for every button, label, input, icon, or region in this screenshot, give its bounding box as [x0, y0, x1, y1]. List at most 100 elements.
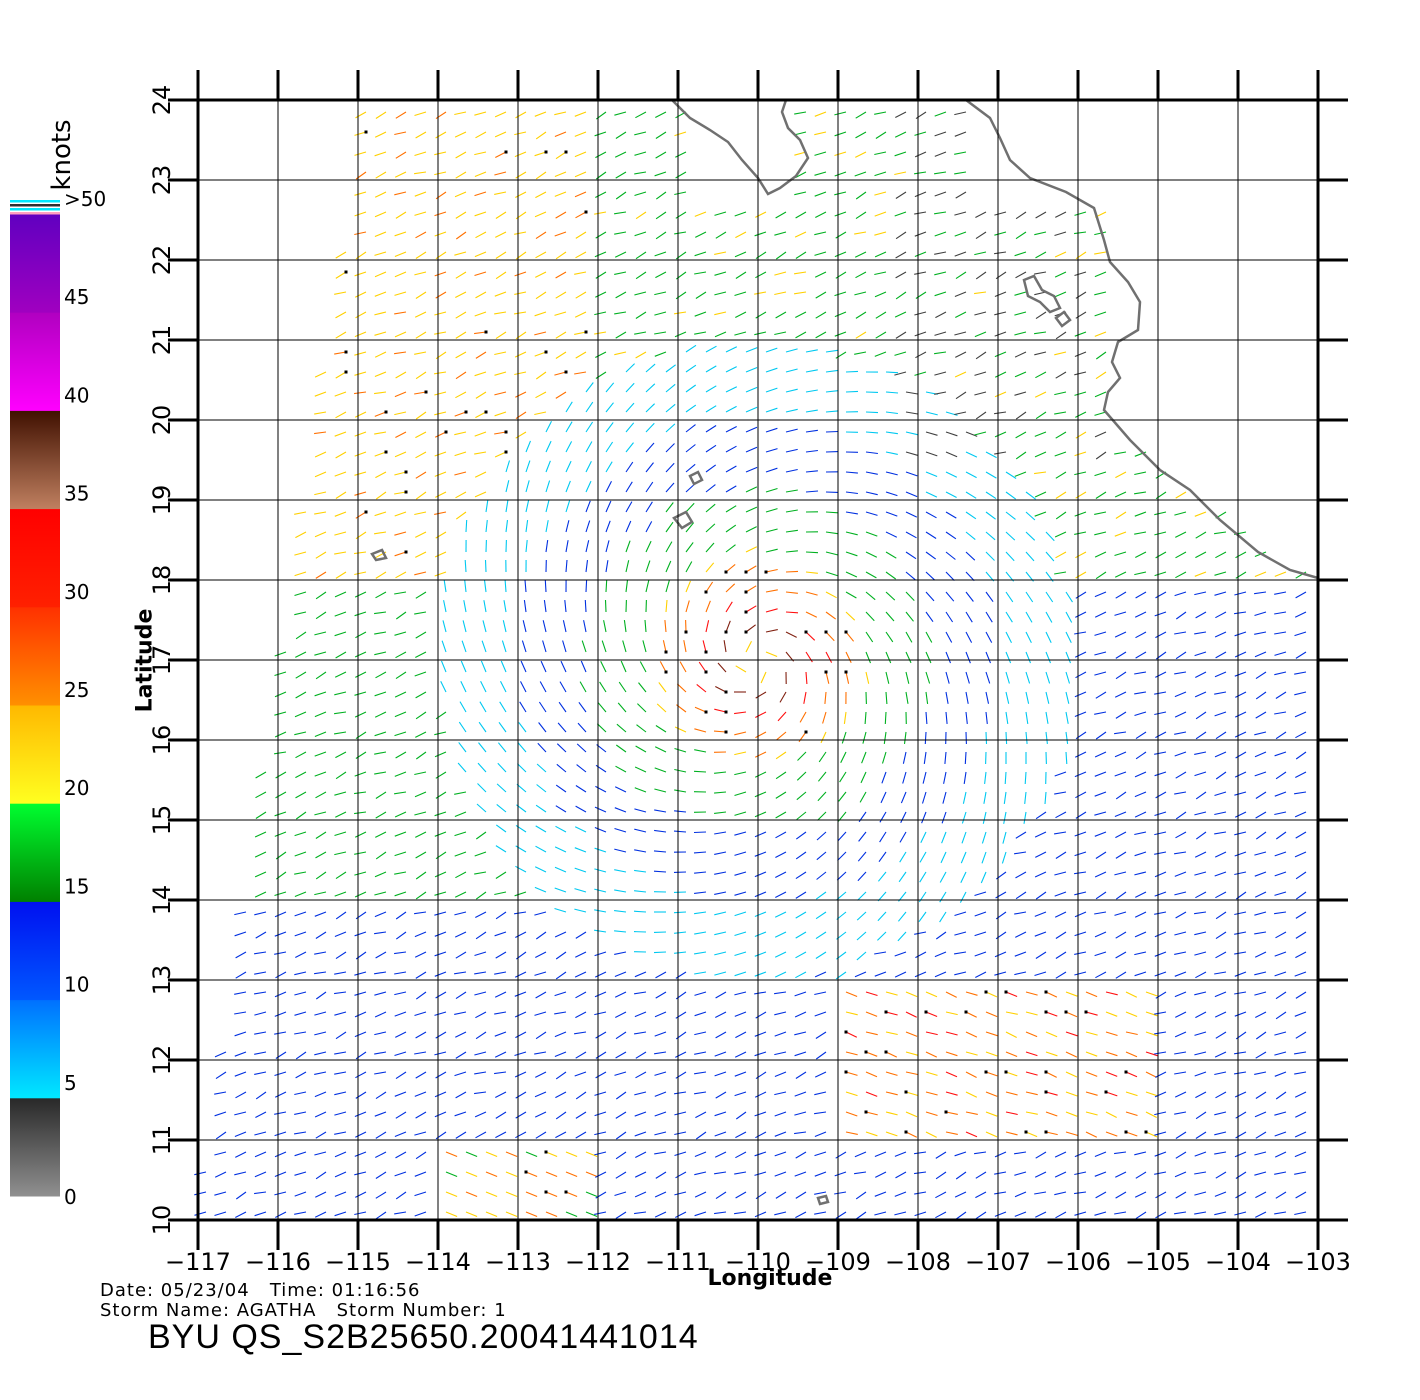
wind-vector: [1054, 231, 1067, 237]
wind-vector: [1215, 551, 1227, 559]
wind-vector: [434, 831, 447, 837]
wind-vector: [1054, 571, 1067, 575]
wind-vector: [1194, 1171, 1207, 1175]
rain-flag: [904, 1130, 908, 1134]
wind-vector: [1195, 791, 1207, 800]
wind-vector: [874, 291, 887, 298]
wind-vector: [585, 421, 594, 433]
wind-vector: [334, 931, 347, 938]
wind-vector: [883, 731, 887, 744]
wind-vector: [555, 1111, 567, 1120]
wind-vector: [215, 1131, 227, 1140]
wind-vector: [960, 851, 967, 864]
rain-flag: [1004, 1070, 1008, 1074]
wind-vector: [514, 371, 527, 376]
wind-vector: [1055, 971, 1067, 979]
wind-vector: [314, 1151, 327, 1156]
wind-vector: [862, 731, 867, 744]
wind-vector: [594, 1111, 607, 1117]
wind-vector: [1115, 931, 1127, 939]
wind-vector: [1055, 211, 1067, 218]
wind-vector: [654, 1051, 667, 1055]
wind-vector: [214, 1171, 227, 1178]
wind-vector: [775, 211, 787, 219]
wind-vector: [1194, 811, 1207, 816]
wind-vector: [1215, 911, 1227, 920]
wind-vector: [481, 640, 487, 653]
wind-vector: [1095, 451, 1107, 460]
wind-vector: [673, 830, 687, 833]
wind-vector: [1114, 551, 1127, 557]
wind-vector: [734, 891, 747, 896]
wind-vector: [815, 931, 827, 940]
wind-vector: [558, 701, 567, 713]
wind-vector: [855, 271, 867, 279]
wind-vector: [354, 931, 367, 937]
wind-vector: [634, 331, 647, 335]
wind-vector: [1234, 671, 1247, 677]
wind-vector: [734, 1091, 747, 1097]
wind-vector: [1134, 511, 1147, 517]
wind-vector: [494, 1071, 507, 1075]
wind-vector: [485, 1191, 498, 1198]
wind-vector: [474, 1091, 487, 1095]
wind-vector: [834, 151, 847, 157]
wind-vector: [1154, 531, 1167, 536]
wind-vector: [1154, 611, 1167, 617]
wind-vector: [765, 387, 778, 393]
wind-vector: [735, 311, 747, 318]
wind-vector: [960, 871, 967, 884]
wind-vector: [1005, 611, 1013, 623]
wind-vector: [1134, 711, 1147, 717]
wind-vector: [455, 1031, 467, 1038]
wind-vector: [374, 911, 387, 918]
wind-vector: [694, 1191, 707, 1198]
wind-vector: [1025, 1111, 1038, 1115]
wind-vector: [394, 811, 407, 818]
wind-vector: [975, 1191, 987, 1199]
wind-vector: [714, 1051, 727, 1057]
wind-vector: [1254, 1071, 1267, 1075]
wind-vector: [334, 1091, 347, 1096]
wind-vector: [925, 631, 933, 643]
wind-vector: [779, 691, 787, 703]
wind-vector: [534, 911, 547, 916]
wind-vector: [1094, 531, 1107, 536]
wind-vector: [1114, 751, 1127, 758]
wind-vector: [885, 1031, 898, 1036]
wind-vector: [765, 548, 778, 553]
wind-vector: [496, 803, 507, 813]
wind-vector: [1094, 511, 1107, 515]
wind-vector: [654, 809, 667, 813]
y-tick-label: 20: [148, 405, 176, 436]
rain-flag: [824, 670, 828, 674]
wind-vector: [1114, 871, 1127, 876]
wind-vector: [795, 851, 807, 860]
wind-vector: [1055, 951, 1067, 959]
wind-vector: [685, 444, 696, 453]
rain-flag: [564, 150, 568, 154]
wind-vector: [595, 151, 607, 159]
wind-vector: [1235, 1111, 1247, 1119]
wind-vector: [925, 571, 936, 581]
wind-vector: [674, 1111, 687, 1116]
wind-vector: [653, 870, 667, 873]
wind-vector: [1094, 831, 1107, 837]
wind-vector: [1045, 1111, 1058, 1117]
wind-vector: [334, 671, 347, 678]
wind-vector: [935, 311, 947, 319]
wind-vector: [1195, 831, 1207, 840]
wind-vector: [475, 131, 487, 139]
wind-vector: [1174, 991, 1187, 998]
wind-vector: [734, 871, 747, 876]
wind-vector: [1065, 651, 1072, 664]
wind-vector: [902, 771, 907, 784]
wind-vector: [394, 191, 407, 196]
wind-vector: [1094, 251, 1107, 255]
wind-vector: [395, 671, 407, 680]
wind-vector: [434, 411, 447, 416]
wind-vector: [654, 311, 667, 316]
wind-vector: [485, 1171, 498, 1178]
wind-vector: [335, 411, 347, 419]
wind-vector: [560, 660, 567, 673]
